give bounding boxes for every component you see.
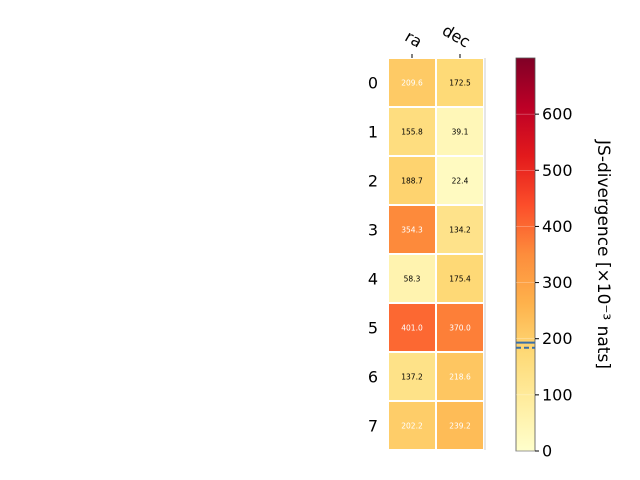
cell-value-label: 239.2 bbox=[449, 422, 471, 431]
colorbar: 0 100 200 300 400 500 600 JS-divergence [×10⁻³ … bbox=[515, 57, 613, 461]
colorbar-tick-label: 0 bbox=[542, 442, 552, 461]
heatmap-cell bbox=[437, 353, 483, 400]
cell-value-label: 58.3 bbox=[404, 275, 421, 284]
row-label: 6 bbox=[368, 368, 378, 387]
cell-value-label: 188.7 bbox=[401, 177, 423, 186]
colorbar-tick-label: 300 bbox=[542, 273, 573, 292]
cell-value-label: 175.4 bbox=[449, 275, 471, 284]
row-label: 4 bbox=[368, 270, 378, 289]
colorbar-label: JS-divergence [×10⁻³ nats] bbox=[593, 139, 613, 369]
colorbar-tick-label: 400 bbox=[542, 217, 573, 236]
heatmap-cell bbox=[389, 304, 435, 351]
heatmap-cell bbox=[437, 157, 483, 204]
cell-value-label: 202.2 bbox=[401, 422, 423, 431]
column-label: ra bbox=[402, 27, 426, 52]
heatmap-cell bbox=[389, 59, 435, 106]
cell-value-label: 134.2 bbox=[449, 226, 471, 235]
heatmap-cell bbox=[389, 206, 435, 253]
heatmap-cell bbox=[437, 206, 483, 253]
cell-value-label: 172.5 bbox=[449, 79, 471, 88]
cell-value-label: 370.0 bbox=[449, 324, 471, 333]
cell-value-label: 137.2 bbox=[401, 373, 423, 382]
row-labels: 0 1 2 3 4 5 6 7 bbox=[368, 74, 378, 436]
heatmap-cell bbox=[389, 157, 435, 204]
heatmap-cell bbox=[389, 402, 435, 449]
heatmap-cell bbox=[389, 108, 435, 155]
heatmap-cell bbox=[389, 353, 435, 400]
heatmap-cell bbox=[437, 59, 483, 106]
colorbar-tick-label: 600 bbox=[542, 105, 573, 124]
cell-value-label: 354.3 bbox=[401, 226, 423, 235]
heatmap-cell bbox=[437, 108, 483, 155]
cell-value-label: 401.0 bbox=[401, 324, 423, 333]
cell-value-label: 218.6 bbox=[449, 373, 471, 382]
row-label: 7 bbox=[368, 417, 378, 436]
heatmap-cell bbox=[437, 304, 483, 351]
heatmap-cell bbox=[437, 255, 483, 302]
row-label: 0 bbox=[368, 74, 378, 93]
cell-value-label: 209.6 bbox=[401, 79, 423, 88]
cell-value-label: 39.1 bbox=[452, 128, 469, 137]
row-label: 3 bbox=[368, 221, 378, 240]
row-label: 5 bbox=[368, 319, 378, 338]
cell-value-label: 155.8 bbox=[401, 128, 423, 137]
colorbar-tick-label: 100 bbox=[542, 385, 573, 404]
column-labels: ra dec bbox=[402, 21, 474, 58]
colorbar-tick-label: 200 bbox=[542, 329, 573, 348]
row-label: 1 bbox=[368, 123, 378, 142]
column-label: dec bbox=[439, 21, 473, 52]
row-label: 2 bbox=[368, 172, 378, 191]
cell-value-label: 22.4 bbox=[452, 177, 469, 186]
heatmap-cells: 209.6 172.5 155.8 39.1 188.7 22.4 354.3 134.2 58… bbox=[389, 58, 486, 450]
heatmap-cell bbox=[437, 402, 483, 449]
colorbar-tick-label: 500 bbox=[542, 161, 573, 180]
colorbar-gradient bbox=[515, 57, 536, 452]
heatmap-cell bbox=[389, 255, 435, 302]
